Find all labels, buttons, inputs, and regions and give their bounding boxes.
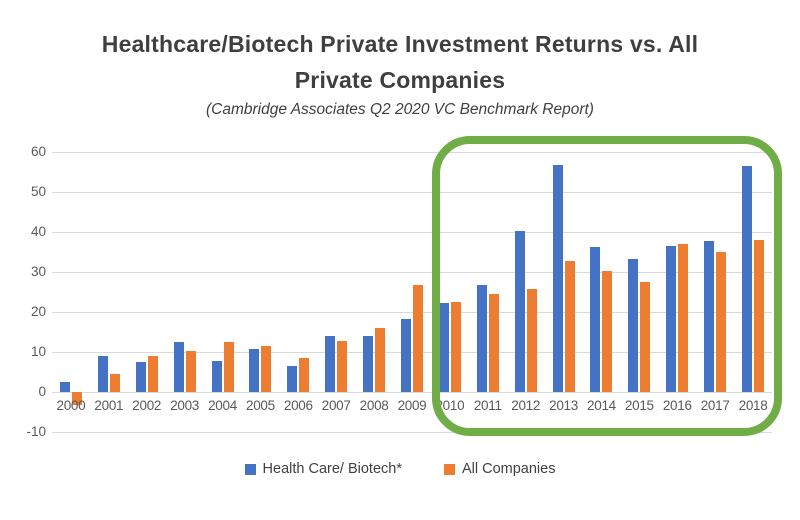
y-axis-label-60: 60 <box>30 144 46 159</box>
x-axis-label-2005: 2005 <box>245 398 275 413</box>
x-axis-label-2007: 2007 <box>321 398 351 413</box>
legend-label-healthcare: Health Care/ Biotech* <box>262 461 402 477</box>
chart-subtitle: (Cambridge Associates Q2 2020 VC Benchma… <box>206 101 594 118</box>
bar-healthcare-2010 <box>438 302 449 392</box>
bar-healthcare-2018 <box>742 165 753 392</box>
y-axis-label-40: 40 <box>30 224 46 239</box>
bar-all-companies-2014 <box>602 270 613 392</box>
gridline-0 <box>52 392 772 393</box>
legend-label-all-companies: All Companies <box>461 461 556 477</box>
bar-all-companies-2010 <box>450 302 461 392</box>
bar-healthcare-2011 <box>476 285 487 392</box>
x-axis-label-2006: 2006 <box>283 398 313 413</box>
bar-all-companies-2013 <box>564 261 575 392</box>
bar-all-companies-2002 <box>147 356 158 392</box>
bar-all-companies-2011 <box>488 294 499 392</box>
gridline-20 <box>52 312 772 313</box>
x-axis-label-2011: 2011 <box>473 398 502 413</box>
x-axis-label-2016: 2016 <box>662 398 692 413</box>
bar-healthcare-2016 <box>666 246 677 392</box>
bar-healthcare-2017 <box>704 240 715 392</box>
bar-all-companies-2018 <box>754 240 765 392</box>
bar-healthcare-2014 <box>590 247 601 392</box>
bar-all-companies-2009 <box>413 284 423 392</box>
bar-all-companies-2012 <box>526 288 537 392</box>
y-axis-label-10: 10 <box>30 344 46 359</box>
bar-healthcare-2002 <box>135 362 146 392</box>
x-axis-label-2013: 2013 <box>549 398 578 413</box>
legend-swatch-healthcare-icon <box>244 463 256 475</box>
bar-healthcare-2003 <box>173 341 184 392</box>
gridline--10 <box>52 432 772 433</box>
bar-healthcare-2001 <box>97 356 108 392</box>
bar-all-companies-2017 <box>716 252 727 392</box>
x-axis-label-2009: 2009 <box>397 398 427 413</box>
highlight-box-2010-2018 <box>432 136 782 436</box>
chart-title-line-1: Healthcare/Biotech Private Investment Re… <box>101 31 699 57</box>
x-axis-label-2008: 2008 <box>359 398 389 413</box>
legend-item-all-companies: All Companies <box>443 461 556 477</box>
bar-all-companies-2000 <box>71 392 82 405</box>
gridline-40 <box>52 232 772 233</box>
y-axis-label-20: 20 <box>30 304 46 319</box>
x-axis-label-2014: 2014 <box>587 398 616 413</box>
bar-all-companies-2016 <box>678 244 689 392</box>
x-axis-label-2012: 2012 <box>511 398 541 413</box>
bar-all-companies-2003 <box>185 351 196 392</box>
bar-all-companies-2004 <box>223 342 234 392</box>
legend: Health Care/ Biotech* All Companies <box>0 461 800 477</box>
y-axis-label-30: 30 <box>30 264 46 279</box>
gridline-60 <box>52 152 772 153</box>
bar-all-companies-2008 <box>375 328 386 392</box>
gridline-50 <box>52 192 772 193</box>
bar-healthcare-2012 <box>514 230 525 392</box>
x-axis-label-2002: 2002 <box>132 398 162 413</box>
y-axis-label--10: -10 <box>26 424 46 439</box>
bar-healthcare-2005 <box>249 348 260 392</box>
bar-all-companies-2007 <box>337 340 348 392</box>
bar-all-companies-2015 <box>640 281 651 392</box>
chart-title-line-2: Private Companies <box>294 67 506 93</box>
x-axis-label-2000: 2000 <box>56 398 86 413</box>
bar-healthcare-2013 <box>552 164 563 392</box>
bar-healthcare-2008 <box>363 336 374 392</box>
bar-all-companies-2001 <box>109 374 120 392</box>
bar-all-companies-2006 <box>299 358 310 392</box>
gridline-10 <box>52 352 772 353</box>
y-axis-label-50: 50 <box>30 184 46 199</box>
x-axis-label-2004: 2004 <box>208 398 237 413</box>
x-axis-label-2003: 2003 <box>170 398 200 413</box>
legend-item-healthcare: Health Care/ Biotech* <box>244 461 402 477</box>
bar-healthcare-2006 <box>287 365 298 392</box>
bar-healthcare-2015 <box>628 258 639 392</box>
bar-healthcare-2009 <box>401 318 411 392</box>
x-axis-label-2001: 2001 <box>94 398 124 413</box>
gridline-30 <box>52 272 772 273</box>
plot-area <box>52 152 772 433</box>
x-axis-label-2015: 2015 <box>624 398 654 413</box>
bar-healthcare-2004 <box>211 361 222 392</box>
bar-healthcare-2007 <box>325 336 336 392</box>
bar-all-companies-2005 <box>261 346 272 392</box>
x-axis-label-2017: 2017 <box>700 398 730 413</box>
legend-swatch-all-companies-icon <box>443 463 455 475</box>
y-axis-label-0: 0 <box>38 384 46 399</box>
chart-title: Healthcare/Biotech Private Investment Re… <box>0 26 800 98</box>
bar-healthcare-2000 <box>59 382 70 392</box>
